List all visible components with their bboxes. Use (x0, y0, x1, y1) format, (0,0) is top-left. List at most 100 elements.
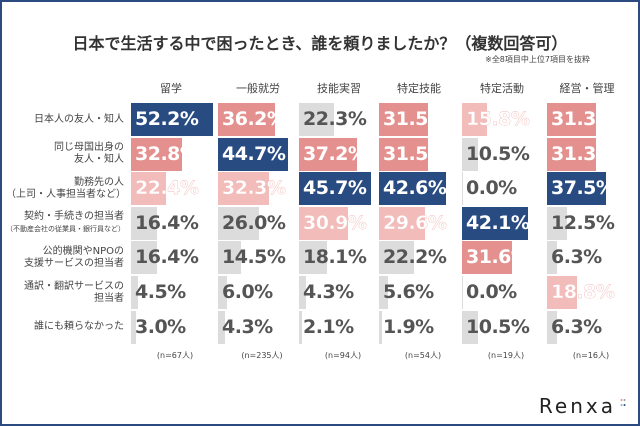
value-label: 18.8% (551, 281, 615, 303)
value-label: 42.1% (466, 211, 530, 234)
bar-4-3 (379, 241, 414, 275)
bar-1-5 (547, 137, 597, 171)
value-label: 37.2% (303, 142, 367, 165)
value-label: 5.6% (383, 281, 434, 303)
bar-3-1 (218, 206, 259, 240)
value-label: 16.4% (135, 211, 199, 234)
value-label: 0.0% (466, 281, 517, 303)
bar-2-0 (131, 172, 167, 206)
row-sublabel: （不動産会社の従業員・銀行員など） (6, 225, 125, 234)
logo-dots-icon (620, 399, 626, 406)
value-label: 22.4% (135, 177, 199, 200)
value-label: 45.7% (303, 177, 367, 200)
value-label: 31.3% (551, 108, 615, 130)
value-label: 44.7% (222, 142, 286, 165)
bar-6-1 (218, 310, 225, 344)
value-label: 2.1% (303, 315, 354, 338)
bar-5-1 (218, 276, 228, 309)
row-label-line: 通訳・翻訳サービスの (24, 280, 124, 292)
sample-size-label: (n=19人) (487, 351, 525, 360)
value-label: 22.2% (383, 246, 447, 269)
row-label: 契約・手続きの担当者 （不動産会社の従業員・銀行員など） (6, 207, 125, 240)
bar-0-1 (218, 103, 275, 136)
bar-4-2 (299, 241, 328, 275)
value-label: 31.5% (383, 108, 447, 130)
row-label-line: 友人・知人 (74, 154, 124, 166)
bar-4-5 (547, 241, 557, 275)
bar-1-0 (131, 137, 183, 171)
value-label: 52.2% (135, 108, 199, 130)
bar-5-0 (131, 276, 139, 309)
value-label: 1.9% (383, 315, 434, 338)
value-label: 15.8% (466, 108, 530, 130)
value-label: 26.0% (222, 211, 286, 234)
bar-1-2 (299, 137, 358, 171)
value-label: 22.3% (303, 108, 367, 130)
value-label: 32.8% (135, 142, 199, 165)
value-label: 31.3% (551, 142, 615, 165)
value-label: 12.5% (551, 211, 615, 234)
bar-2-4 (462, 172, 463, 206)
column-header: 特定活動 (480, 82, 524, 95)
row-label-line: 日本人の友人・知人 (34, 113, 124, 125)
row-label-line: 勤務先の人 (74, 176, 124, 188)
sample-size-label: (n=54人) (404, 351, 442, 360)
bar-1-1 (218, 137, 289, 171)
bar-3-0 (131, 206, 157, 240)
column-header: 技能実習 (317, 82, 361, 95)
row-label-line: 支援サービスの担当者 (24, 257, 124, 269)
sample-size-label: (n=16人) (572, 351, 610, 360)
row-label: 公的機関やNPOの 支援サービスの担当者 (6, 241, 124, 274)
bar-0-4 (462, 103, 487, 136)
value-label: 18.1% (303, 246, 367, 269)
column-header: 一般就労 (236, 82, 280, 95)
bar-3-5 (547, 206, 567, 240)
bar-5-3 (379, 276, 388, 309)
column-header: 留学 (160, 82, 182, 95)
value-label: 37.5% (551, 177, 615, 200)
value-label: 31.5% (383, 142, 447, 165)
row-label: 通訳・翻訳サービスの 担当者 (6, 276, 124, 309)
bar-3-2 (299, 206, 348, 240)
column-header: 特定技能 (397, 82, 441, 95)
bar-6-2 (299, 310, 303, 344)
value-label: 3.0% (135, 315, 186, 338)
value-label: 4.5% (135, 281, 186, 303)
value-label: 10.5% (466, 142, 530, 165)
chart-title: 日本で生活する中で困ったとき、誰を頼りましたか？（複数回答可） (72, 34, 568, 53)
value-label: 4.3% (222, 315, 273, 338)
chart-note: ※全8項目中上位7項目を抜粋 (485, 55, 590, 64)
bar-2-1 (218, 172, 269, 206)
value-label: 6.3% (551, 315, 602, 338)
bar-0-3 (379, 103, 429, 136)
row-label: 勤務先の人 （上司・人事担当者など） (6, 172, 126, 205)
bar-2-5 (547, 172, 606, 206)
bar-3-4 (462, 206, 529, 240)
bar-0-2 (299, 103, 334, 136)
sample-size-label: (n=235人) (241, 351, 283, 360)
row-label-line: 担当者 (94, 292, 124, 304)
value-label: 16.4% (135, 246, 199, 269)
bar-0-5 (547, 103, 597, 136)
column-header: 経営・管理 (559, 82, 615, 95)
bar-1-3 (379, 137, 429, 171)
bar-3-3 (379, 206, 426, 240)
value-label: 29.6% (383, 211, 447, 234)
bar-5-2 (299, 276, 306, 309)
bar-6-5 (547, 310, 557, 344)
row-label-line: （上司・人事担当者など） (6, 188, 126, 200)
value-label: 6.3% (551, 246, 602, 269)
value-label: 31.6% (466, 246, 530, 269)
row-label-line: 契約・手続きの担当者 (24, 211, 124, 223)
bar-2-3 (379, 172, 446, 206)
value-label: 6.0% (222, 281, 273, 303)
bar-4-1 (218, 241, 241, 275)
bar-6-3 (379, 310, 382, 344)
row-label: 誰にも頼らなかった (6, 311, 124, 344)
row-label-line: 公的機関やNPOの (42, 245, 124, 257)
bar-6-0 (131, 310, 136, 344)
row-label: 同じ母国出身の 友人・知人 (6, 138, 124, 171)
row-label-line: 誰にも頼らなかった (34, 321, 124, 333)
bar-5-4 (462, 276, 463, 309)
